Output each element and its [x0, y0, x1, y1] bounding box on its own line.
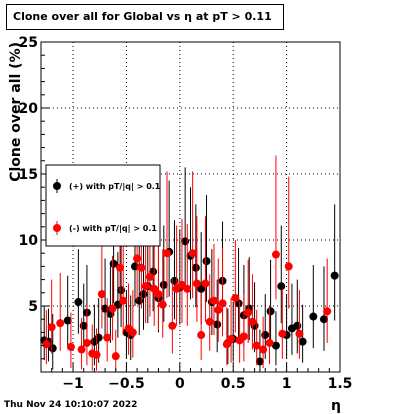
- axis-ticks: −1 −0.5 0 0.5 1 1.5 5 10 15 20 25: [19, 35, 353, 392]
- data-point: [141, 282, 150, 291]
- data-point: [47, 323, 56, 332]
- data-point: [309, 312, 318, 321]
- data-point: [163, 249, 172, 258]
- data-point: [56, 319, 65, 328]
- data-point: [293, 321, 302, 330]
- data-point: [192, 279, 201, 288]
- y-tick-label: 20: [19, 101, 39, 117]
- data-point: [248, 317, 257, 326]
- data-point: [97, 290, 106, 299]
- data-point: [119, 296, 128, 305]
- data-point: [94, 333, 103, 342]
- timestamp: Thu Nov 24 10:10:07 2022: [4, 400, 138, 410]
- legend-label-positive: (+) with pT/|q| > 0.1: [69, 182, 161, 191]
- data-point: [63, 316, 72, 325]
- data-point: [330, 271, 339, 280]
- x-tick-label: 1.5: [328, 376, 353, 392]
- data-point: [231, 294, 240, 303]
- data-point: [145, 272, 154, 281]
- data-point: [218, 299, 227, 308]
- data-point: [154, 290, 163, 299]
- legend-box: [45, 164, 161, 247]
- data-point: [133, 254, 142, 263]
- data-point: [265, 338, 274, 347]
- y-tick-label: 15: [19, 167, 38, 183]
- x-tick-label: −0.5: [108, 376, 145, 392]
- data-point: [277, 282, 286, 291]
- y-tick-label: 10: [19, 233, 39, 249]
- data-point: [108, 304, 117, 313]
- data-point: [137, 263, 146, 272]
- legend-label-negative: (-) with pT/|q| > 0.1: [69, 224, 157, 233]
- data-point: [271, 341, 280, 350]
- data-point: [197, 331, 206, 340]
- data-point: [202, 257, 211, 266]
- data-point: [271, 250, 280, 259]
- data-point: [109, 259, 118, 268]
- data-point: [139, 290, 148, 299]
- data-point: [213, 320, 222, 329]
- data-point: [284, 262, 293, 271]
- data-point: [201, 279, 210, 288]
- data-point: [158, 300, 167, 309]
- data-point: [227, 335, 236, 343]
- data-point: [170, 276, 179, 285]
- data-point: [92, 350, 101, 359]
- data-point: [255, 357, 264, 366]
- data-point: [48, 344, 57, 353]
- data-point: [135, 296, 144, 305]
- data-point: [128, 328, 137, 337]
- data-point: [111, 352, 120, 361]
- data-point: [261, 331, 270, 340]
- x-tick-label: 1: [282, 376, 292, 392]
- data-point: [117, 286, 126, 295]
- data-point: [183, 284, 192, 293]
- data-point: [191, 263, 200, 272]
- data-point: [259, 345, 268, 354]
- data-point: [239, 332, 248, 341]
- data-point: [295, 329, 304, 338]
- data-point: [188, 249, 197, 258]
- y-tick-label: 5: [28, 299, 38, 315]
- data-point: [77, 345, 86, 354]
- data-point: [323, 307, 332, 316]
- data-point: [82, 338, 91, 347]
- data-point: [244, 308, 253, 317]
- x-tick-label: −1: [62, 376, 83, 392]
- x-tick-label: 0.5: [221, 376, 246, 392]
- data-point: [266, 307, 275, 316]
- data-point: [116, 263, 125, 272]
- data-point: [278, 329, 287, 338]
- data-point: [66, 342, 75, 351]
- x-axis-title: η: [331, 398, 341, 414]
- y-tick-label: 25: [19, 35, 38, 51]
- data-point: [209, 296, 218, 305]
- data-point: [159, 280, 168, 289]
- data-point: [252, 341, 261, 350]
- chart-title: Clone over all for Global vs η at pT > 0…: [6, 4, 284, 30]
- x-tick-label: 0: [175, 376, 185, 392]
- data-point: [42, 340, 51, 349]
- data-point: [205, 317, 214, 326]
- data-point: [103, 333, 112, 342]
- data-point: [214, 305, 223, 314]
- data-point: [319, 315, 328, 324]
- data-point: [298, 337, 307, 346]
- legend: (+) with pT/|q| > 0.1 (-) with pT/|q| > …: [45, 164, 161, 247]
- data-point: [168, 321, 177, 330]
- y-axis-title: Clone over all (%): [8, 42, 24, 182]
- data-point: [74, 298, 83, 307]
